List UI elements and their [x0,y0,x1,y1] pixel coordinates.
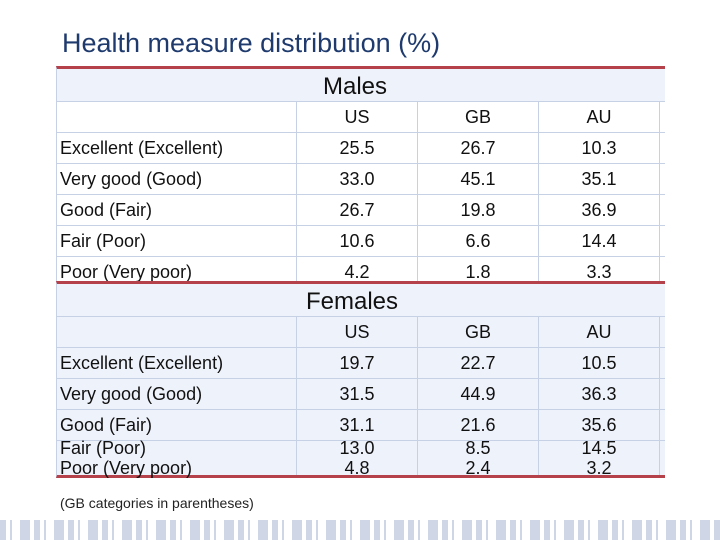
value-au: 36.9 [539,195,660,225]
value-gb: 8.5 [465,438,491,458]
value-us: 31.1 [297,410,418,440]
row-label: Very good (Good) [57,379,297,409]
value-us: 26.7 [297,195,418,225]
value-gb: 1.8 [418,257,539,287]
value-au: 36.3 [539,379,660,409]
table-row: Very good (Good) 31.5 44.9 36.3 [57,379,665,410]
row-label: Excellent (Excellent) [57,348,297,378]
females-heading: Females [306,288,399,315]
value-us: 31.5 [297,379,418,409]
page-title: Health measure distribution (%) [62,28,441,58]
value-gb-pair: 8.5 2.4 [418,438,539,478]
value-gb: 19.8 [418,195,539,225]
females-column-header-row: US GB AU [57,317,665,348]
row-label-pair: Fair (Poor) Poor (Very poor) [57,438,297,478]
row-label: Good (Fair) [57,195,297,225]
footnote: (GB categories in parentheses) [60,495,254,511]
value-us: 33.0 [297,164,418,194]
table-row: Good (Fair) 26.7 19.8 36.9 [57,195,665,226]
value-gb: 22.7 [418,348,539,378]
value-us: 4.2 [297,257,418,287]
empty-header-cell [57,317,297,347]
value-au: 35.1 [539,164,660,194]
value-us-pair: 13.0 4.8 [297,438,418,478]
value-au: 35.6 [539,410,660,440]
value-us: 4.8 [344,458,370,478]
column-header-au: AU [539,102,660,132]
value-us: 13.0 [339,438,375,458]
table-row: Very good (Good) 33.0 45.1 35.1 [57,164,665,195]
row-label: Very good (Good) [57,164,297,194]
value-au: 10.3 [539,133,660,163]
column-header-au: AU [539,317,660,347]
males-header: Males [57,69,665,102]
table-row: Fair (Poor) 10.6 6.6 14.4 [57,226,665,257]
value-au: 3.2 [586,458,612,478]
row-label: Excellent (Excellent) [57,133,297,163]
males-table: Males US GB AU Excellent (Excellent) 25.… [56,66,665,288]
value-au: 14.4 [539,226,660,256]
value-au-pair: 14.5 3.2 [539,438,660,478]
value-gb: 45.1 [418,164,539,194]
table-row: Excellent (Excellent) 19.7 22.7 10.5 [57,348,665,379]
row-label: Poor (Very poor) [57,257,297,287]
table-row: Good (Fair) 31.1 21.6 35.6 [57,410,665,441]
value-gb: 6.6 [418,226,539,256]
value-au: 14.5 [581,438,617,458]
decorative-footer-stripe [0,520,720,540]
value-au: 3.3 [539,257,660,287]
value-gb: 21.6 [418,410,539,440]
table-row: Excellent (Excellent) 25.5 26.7 10.3 [57,133,665,164]
males-heading: Males [323,73,388,100]
column-header-us: US [297,102,418,132]
value-us: 10.6 [297,226,418,256]
value-us: 25.5 [297,133,418,163]
value-gb: 2.4 [465,458,491,478]
females-table: Females US GB AU Excellent (Excellent) 1… [56,281,665,478]
row-label: Fair (Poor) [60,438,147,458]
table-row: Fair (Poor) Poor (Very poor) 13.0 4.8 8.… [57,438,665,478]
column-header-us: US [297,317,418,347]
column-header-gb: GB [418,102,539,132]
males-column-header-row: US GB AU [57,102,665,133]
row-label: Poor (Very poor) [60,458,193,478]
value-us: 19.7 [297,348,418,378]
row-label: Fair (Poor) [57,226,297,256]
females-header: Females [57,284,665,317]
value-gb: 26.7 [418,133,539,163]
value-au: 10.5 [539,348,660,378]
empty-header-cell [57,102,297,132]
row-label: Good (Fair) [57,410,297,440]
value-gb: 44.9 [418,379,539,409]
column-header-gb: GB [418,317,539,347]
